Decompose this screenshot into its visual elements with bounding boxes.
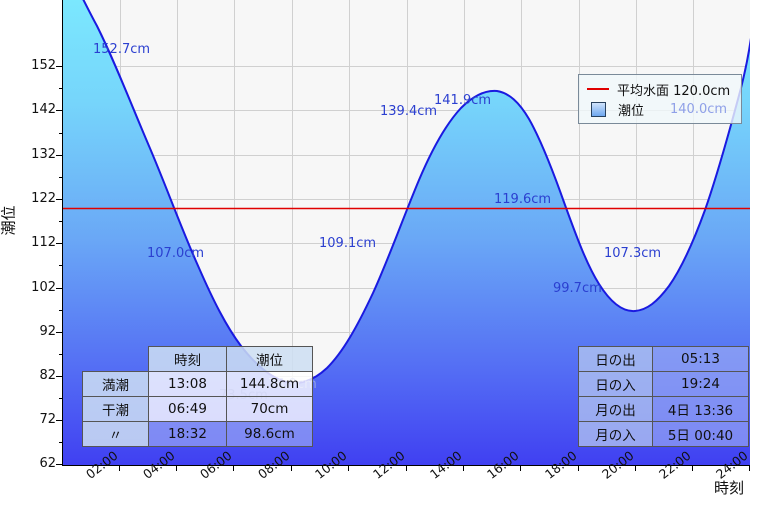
tide-row-time-low: 06:49 <box>148 396 227 422</box>
y-tick-label: 152 <box>31 58 56 73</box>
sunset-value: 19:24 <box>652 371 749 397</box>
x-tick-mark <box>463 466 464 471</box>
y-tick-mark <box>56 243 62 244</box>
table-row: 満潮 13:08 144.8cm <box>82 371 313 397</box>
sunrise-label: 日の出 <box>578 346 653 372</box>
x-tick-mark <box>119 466 120 471</box>
y-tick-label: 72 <box>39 412 56 427</box>
y-tick-mark <box>56 110 62 111</box>
y-tick-minor <box>59 398 62 399</box>
legend-value-tide: 140.0cm <box>670 101 728 117</box>
x-tick-mark <box>406 466 407 471</box>
tide-curve-line <box>82 0 750 384</box>
y-tick-label: 102 <box>31 280 56 295</box>
y-tick-minor <box>59 221 62 222</box>
table-row: 日の出 05:13 <box>578 346 749 372</box>
tide-row-label-high: 満潮 <box>82 371 149 397</box>
x-tick-mark <box>176 466 177 471</box>
data-label-99: 99.7cm <box>553 281 602 296</box>
moonset-label: 月の入 <box>578 421 653 447</box>
y-tick-label: 62 <box>39 456 56 471</box>
table-row: 月の出 4日 13:36 <box>578 396 749 422</box>
y-tick-label: 92 <box>39 324 56 339</box>
mean-line-swatch-icon <box>587 88 609 90</box>
x-tick-mark <box>749 466 750 471</box>
x-tick-mark <box>520 466 521 471</box>
tide-row-level-high: 144.8cm <box>226 371 313 397</box>
moonrise-label: 月の出 <box>578 396 653 422</box>
y-tick-mark <box>56 420 62 421</box>
x-tick-mark <box>635 466 636 471</box>
tide-header-blank <box>82 346 149 372</box>
y-tick-minor <box>59 354 62 355</box>
moonrise-value: 4日 13:36 <box>652 396 749 422</box>
tide-summary-table: 時刻 潮位 満潮 13:08 144.8cm 干潮 06:49 70cm 〃 1… <box>82 346 313 447</box>
y-tick-minor <box>59 310 62 311</box>
data-label-119: 119.6cm <box>494 192 552 207</box>
data-label-139: 139.4cm <box>380 104 438 119</box>
y-axis <box>62 0 63 466</box>
tide-row-level-low: 70cm <box>226 396 313 422</box>
tide-row-label-low: 干潮 <box>82 396 149 422</box>
x-tick-mark <box>233 466 234 471</box>
y-tick-mark <box>56 155 62 156</box>
table-row: 干潮 06:49 70cm <box>82 396 313 422</box>
data-label-107a: 107.0cm <box>147 246 205 261</box>
x-tick-mark <box>291 466 292 471</box>
x-tick-mark <box>692 466 693 471</box>
sunset-label: 日の入 <box>578 371 653 397</box>
tide-area-swatch-icon <box>591 101 606 117</box>
tide-header-time: 時刻 <box>148 346 227 372</box>
legend-item-mean-water-level: 平均水面 120.0cm <box>587 79 735 99</box>
y-tick-mark <box>56 464 62 465</box>
y-tick-label: 112 <box>31 235 56 250</box>
chart-legend: 平均水面 120.0cm 潮位 140.0cm <box>578 74 742 124</box>
y-tick-minor <box>59 177 62 178</box>
y-tick-minor <box>59 133 62 134</box>
y-tick-mark <box>56 288 62 289</box>
x-tick-mark <box>348 466 349 471</box>
x-tick-mark <box>578 466 579 471</box>
y-tick-mark <box>56 66 62 67</box>
table-header-row: 時刻 潮位 <box>82 346 313 372</box>
y-tick-label: 142 <box>31 102 56 117</box>
y-tick-mark <box>56 376 62 377</box>
tide-row-time-low2: 18:32 <box>148 421 227 447</box>
x-axis <box>62 465 750 466</box>
table-row: 日の入 19:24 <box>578 371 749 397</box>
table-row: 月の入 5日 00:40 <box>578 421 749 447</box>
table-row: 〃 18:32 98.6cm <box>82 421 313 447</box>
y-tick-minor <box>59 265 62 266</box>
y-tick-mark <box>56 199 62 200</box>
data-label-152: 152.7cm <box>93 42 151 57</box>
legend-item-tide: 潮位 140.0cm <box>587 99 735 119</box>
data-label-141: 141.9cm <box>434 93 492 108</box>
legend-label-tide: 潮位 <box>618 103 645 119</box>
tide-header-level: 潮位 <box>226 346 313 372</box>
tide-row-time-high: 13:08 <box>148 371 227 397</box>
data-label-107b: 107.3cm <box>604 246 662 261</box>
sunrise-value: 05:13 <box>652 346 749 372</box>
x-axis-label: 時刻 <box>714 479 745 497</box>
y-tick-mark <box>56 332 62 333</box>
tide-row-level-low2: 98.6cm <box>226 421 313 447</box>
y-tick-label: 82 <box>39 368 56 383</box>
y-tick-minor <box>59 442 62 443</box>
y-tick-label: 122 <box>31 191 56 206</box>
data-label-109: 109.1cm <box>319 236 377 251</box>
legend-label-mean: 平均水面 120.0cm <box>617 83 731 99</box>
y-tick-minor <box>59 88 62 89</box>
y-tick-label: 132 <box>31 147 56 162</box>
moonset-value: 5日 00:40 <box>652 421 749 447</box>
tide-row-label-low2: 〃 <box>82 421 149 447</box>
sun-moon-table: 日の出 05:13 日の入 19:24 月の出 4日 13:36 月の入 5日 … <box>578 346 749 447</box>
